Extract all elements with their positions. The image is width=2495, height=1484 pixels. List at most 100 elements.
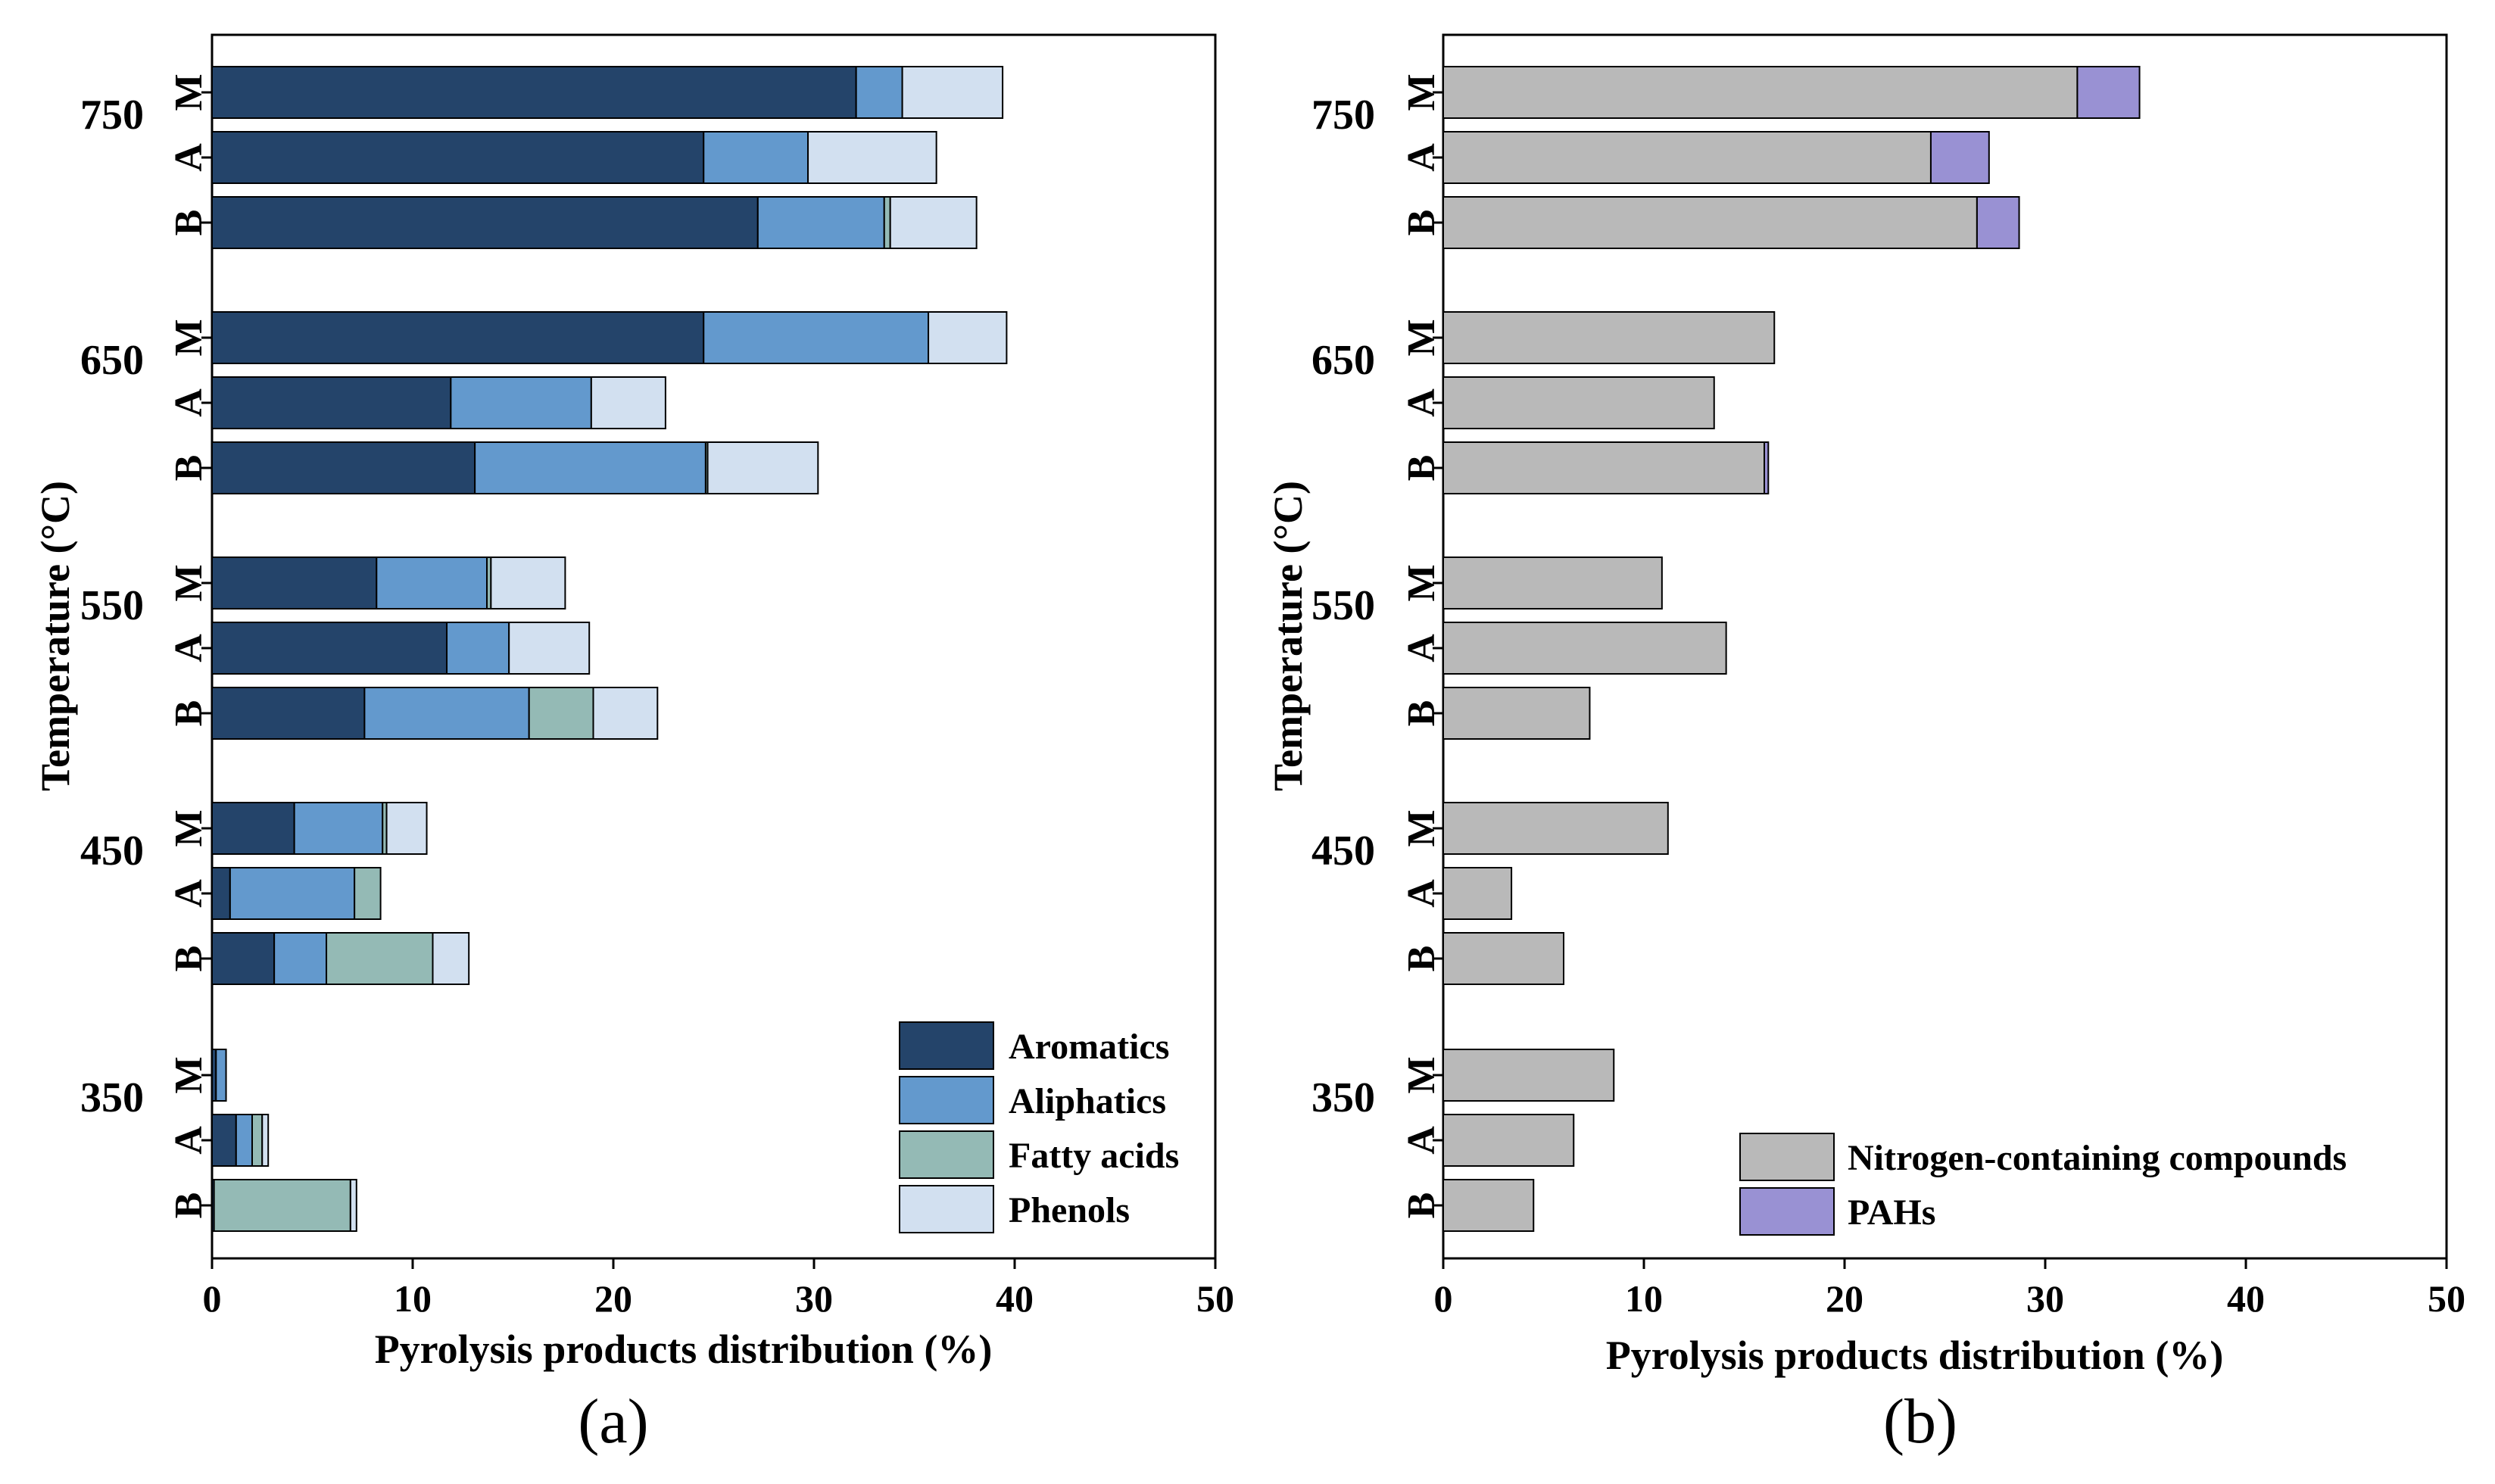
x-tick-label: 50 <box>1196 1277 1234 1320</box>
x-tick-label: 0 <box>1434 1277 1453 1320</box>
bar-aliphatics-13 <box>235 1114 253 1167</box>
bar-nitrogen-containing-compounds-2 <box>1442 196 1978 249</box>
legend-label: Phenols <box>1009 1190 1130 1230</box>
feedstock-label: M <box>1400 1056 1443 1093</box>
bar-aliphatics-3 <box>703 311 930 364</box>
feedstock-label: A <box>1400 143 1443 172</box>
bar-aromatics-5 <box>211 441 476 494</box>
feedstock-label: B <box>1400 455 1443 482</box>
bar-phenols-2 <box>889 196 978 249</box>
feedstock-label: M <box>167 564 211 601</box>
feedstock-label: A <box>167 143 211 172</box>
bar-phenols-3 <box>928 311 1008 364</box>
legend-label: PAHs <box>1848 1192 1935 1233</box>
bar-phenols-0 <box>901 66 1004 119</box>
bar-pahs-1 <box>1929 131 1990 184</box>
chart-panel-b: 0 10 20 30 40 50 M A B M A B M A B M A B M A B 750 650 550 450 35… <box>1265 33 2465 1457</box>
bar-phenols-1 <box>807 131 937 184</box>
bar-fatty-acids-10 <box>354 867 382 920</box>
feedstock-label: M <box>167 319 211 356</box>
temperature-label: 750 <box>1311 92 1375 139</box>
feedstock-label: B <box>167 946 211 972</box>
x-tick-label: 30 <box>795 1277 833 1320</box>
temperature-label: 450 <box>80 828 144 874</box>
bar-aromatics-3 <box>211 311 705 364</box>
temperature-label: 650 <box>80 337 144 384</box>
panel-caption: (b) <box>1883 1386 1957 1457</box>
bar-phenols-13 <box>261 1114 270 1167</box>
bar-nitrogen-containing-compounds-10 <box>1442 867 1513 920</box>
bar-aliphatics-6 <box>376 556 488 610</box>
feedstock-label: M <box>1400 809 1443 846</box>
bar-aliphatics-2 <box>756 196 885 249</box>
bar-fatty-acids-8 <box>528 687 594 740</box>
feedstock-label: A <box>167 388 211 417</box>
legend-swatch <box>1739 1187 1835 1236</box>
bar-pahs-5 <box>1764 441 1770 494</box>
bar-nitrogen-containing-compounds-3 <box>1442 311 1776 364</box>
bar-aliphatics-8 <box>363 687 530 740</box>
panel-caption: (a) <box>578 1386 648 1457</box>
temperature-label: 550 <box>1311 582 1375 629</box>
bar-fatty-acids-13 <box>251 1114 264 1167</box>
legend-swatch <box>1739 1133 1835 1181</box>
bar-nitrogen-containing-compounds-11 <box>1442 932 1564 985</box>
feedstock-label: B <box>1400 1192 1443 1219</box>
legend-label: Aliphatics <box>1009 1081 1166 1121</box>
bar-aliphatics-11 <box>273 932 328 985</box>
x-tick-label: 30 <box>2026 1277 2064 1320</box>
bar-aromatics-7 <box>211 622 448 675</box>
feedstock-label: A <box>167 1126 211 1155</box>
x-tick-label: 10 <box>1625 1277 1663 1320</box>
bar-nitrogen-containing-compounds-6 <box>1442 556 1663 610</box>
feedstock-label: M <box>1400 319 1443 356</box>
bar-aliphatics-1 <box>703 131 809 184</box>
legend-label: Fatty acids <box>1009 1136 1179 1176</box>
bar-aliphatics-9 <box>293 802 384 855</box>
feedstock-label: A <box>167 634 211 662</box>
bar-aliphatics-4 <box>450 376 592 429</box>
bar-aromatics-6 <box>211 556 378 610</box>
bar-pahs-0 <box>2076 66 2141 119</box>
feedstock-label: B <box>1400 700 1443 727</box>
x-tick-label: 10 <box>394 1277 432 1320</box>
feedstock-label: A <box>1400 388 1443 417</box>
bar-nitrogen-containing-compounds-13 <box>1442 1114 1575 1167</box>
bar-phenols-7 <box>508 622 591 675</box>
bar-phenols-9 <box>385 802 428 855</box>
bar-nitrogen-containing-compounds-5 <box>1442 441 1765 494</box>
feedstock-label: A <box>1400 634 1443 662</box>
x-axis-title: Pyrolysis products distribution (%) <box>1606 1333 2224 1378</box>
bar-phenols-14 <box>349 1179 357 1232</box>
feedstock-label: M <box>167 73 211 111</box>
bar-fatty-acids-14 <box>213 1179 351 1232</box>
legend-swatch <box>899 1076 994 1124</box>
bar-aromatics-1 <box>211 131 705 184</box>
feedstock-label: B <box>167 455 211 482</box>
temperature-label: 450 <box>1311 828 1375 874</box>
feedstock-label: A <box>1400 1126 1443 1155</box>
feedstock-label: B <box>1400 210 1443 236</box>
bar-pahs-2 <box>1976 196 2020 249</box>
bar-nitrogen-containing-compounds-7 <box>1442 622 1727 675</box>
x-tick-label: 50 <box>2428 1277 2465 1320</box>
temperature-label: 350 <box>1311 1074 1375 1121</box>
feedstock-label: B <box>167 700 211 727</box>
temperature-label: 350 <box>80 1074 144 1121</box>
bar-aromatics-9 <box>211 802 295 855</box>
feedstock-label: B <box>167 210 211 236</box>
legend-swatch <box>899 1185 994 1233</box>
bar-aromatics-11 <box>211 932 276 985</box>
x-tick-label: 40 <box>2227 1277 2265 1320</box>
bar-nitrogen-containing-compounds-8 <box>1442 687 1591 740</box>
bar-aromatics-2 <box>211 196 759 249</box>
bar-nitrogen-containing-compounds-1 <box>1442 131 1932 184</box>
x-tick-label: 20 <box>594 1277 632 1320</box>
legend-label: Nitrogen-containing compounds <box>1848 1138 2347 1178</box>
legend-label: Aromatics <box>1009 1027 1169 1067</box>
bar-phenols-11 <box>432 932 470 985</box>
feedstock-label: M <box>1400 73 1443 111</box>
x-tick-label: 0 <box>203 1277 222 1320</box>
temperature-label: 750 <box>80 92 144 139</box>
